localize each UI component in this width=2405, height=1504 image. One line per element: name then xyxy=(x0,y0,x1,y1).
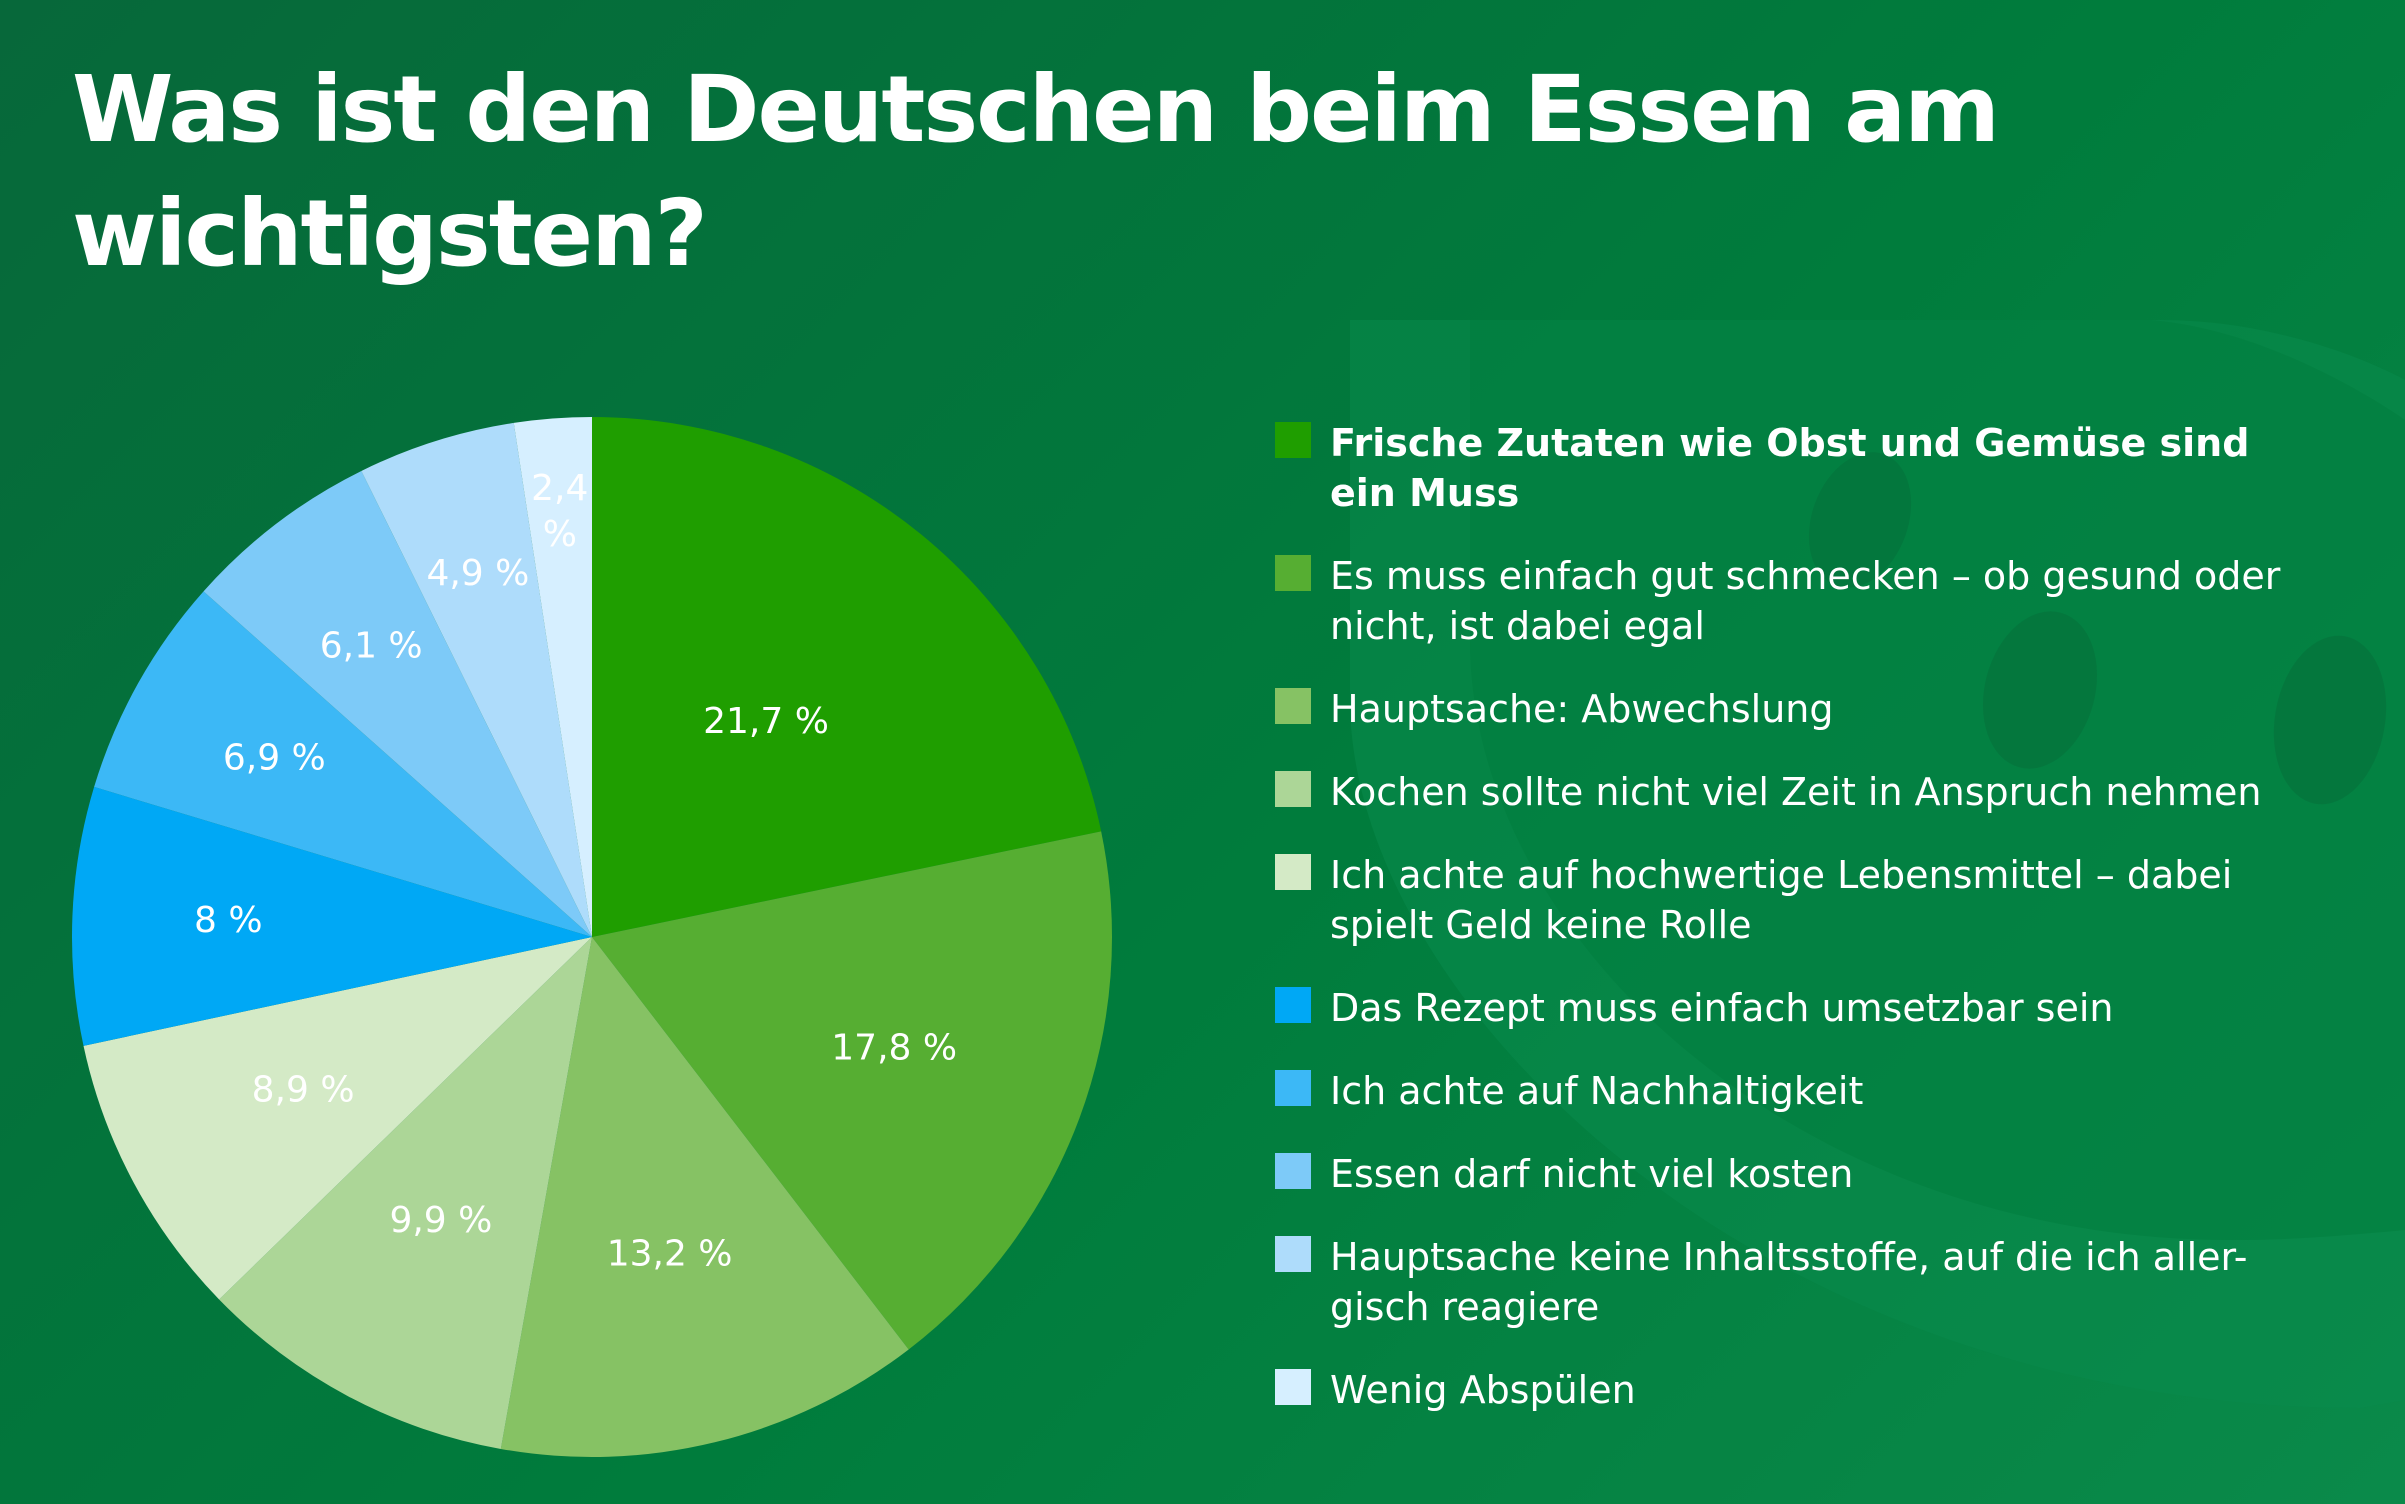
legend-swatch xyxy=(1275,987,1311,1023)
slice-value-label: 8,9 % xyxy=(252,1070,355,1111)
legend-swatch xyxy=(1275,1070,1311,1106)
legend-swatch xyxy=(1275,688,1311,724)
slice-value-label: 8 % xyxy=(194,900,263,941)
pie-slice-2 xyxy=(592,831,1112,1350)
slice-value-label: 6,1 % xyxy=(320,626,423,667)
chart-title: Was ist den Deutschen beim Essen am wich… xyxy=(72,56,2000,287)
slice-value-label: 9,9 % xyxy=(389,1200,492,1241)
legend-label: Wenig Abspülen xyxy=(1330,1368,1636,1412)
legend-label: Hauptsache: Abwechslung xyxy=(1330,687,1834,731)
slice-value-label: 6,9 % xyxy=(223,737,326,778)
slice-value-label: 13,2 % xyxy=(607,1233,733,1274)
legend-label: Das Rezept muss einfach umsetzbar sein xyxy=(1330,986,2114,1030)
legend-swatch xyxy=(1275,555,1311,591)
legend: Frische Zutaten wie Obst und Gemüse sind… xyxy=(1275,418,2315,1448)
legend-item: Kochen sollte nicht viel Zeit in Anspruc… xyxy=(1275,767,2315,817)
legend-item: Hauptsache: Abwechslung xyxy=(1275,684,2315,734)
legend-label: Hauptsache keine Inhaltsstoffe, auf die … xyxy=(1330,1235,2248,1329)
legend-swatch xyxy=(1275,422,1311,458)
pie-slice-5 xyxy=(83,937,592,1300)
pie-slice-9 xyxy=(361,422,592,937)
pie-slice-7 xyxy=(94,591,592,937)
legend-item: Essen darf nicht viel kosten xyxy=(1275,1149,2315,1199)
legend-label: Kochen sollte nicht viel Zeit in Anspruc… xyxy=(1330,770,2262,814)
pie-slice-1 xyxy=(592,417,1102,937)
slice-value-label: 2,4% xyxy=(531,468,588,555)
pie-slice-10 xyxy=(513,417,592,937)
legend-item: Ich achte auf Nachhaltigkeit xyxy=(1275,1066,2315,1116)
slice-value-label: 4,9 % xyxy=(426,553,529,594)
pie-slice-8 xyxy=(203,470,592,937)
legend-label: Ich achte auf hochwertige Lebensmittel –… xyxy=(1330,853,2233,947)
legend-item: Es muss einfach gut schmecken – ob gesun… xyxy=(1275,551,2315,651)
legend-item: Hauptsache keine Inhaltsstoffe, auf die … xyxy=(1275,1232,2315,1332)
legend-swatch xyxy=(1275,1153,1311,1189)
pie-slice-6 xyxy=(71,786,592,1046)
pie-chart: 21,7 % 17,8 % 13,2 % 9,9 % 8,9 % 8 % 6,9 % 6,1 … xyxy=(71,417,1112,1457)
legend-swatch xyxy=(1275,854,1311,890)
legend-label: Ich achte auf Nachhaltigkeit xyxy=(1330,1069,1864,1113)
legend-item: Ich achte auf hochwertige Lebensmittel –… xyxy=(1275,850,2315,950)
legend-swatch xyxy=(1275,771,1311,807)
slice-value-label: 21,7 % xyxy=(703,701,829,742)
pie-slice-4 xyxy=(219,937,592,1449)
legend-label: Es muss einfach gut schmecken – ob gesun… xyxy=(1330,554,2281,648)
pie-slice-3 xyxy=(500,937,909,1457)
legend-label: Frische Zutaten wie Obst und Gemüse sind… xyxy=(1330,421,2250,515)
legend-item: Das Rezept muss einfach umsetzbar sein xyxy=(1275,983,2315,1033)
slice-value-label: 17,8 % xyxy=(831,1027,957,1068)
legend-swatch xyxy=(1275,1236,1311,1272)
legend-item: Wenig Abspülen xyxy=(1275,1365,2315,1415)
legend-item: Frische Zutaten wie Obst und Gemüse sind… xyxy=(1275,418,2315,518)
legend-swatch xyxy=(1275,1369,1311,1405)
legend-label: Essen darf nicht viel kosten xyxy=(1330,1152,1854,1196)
